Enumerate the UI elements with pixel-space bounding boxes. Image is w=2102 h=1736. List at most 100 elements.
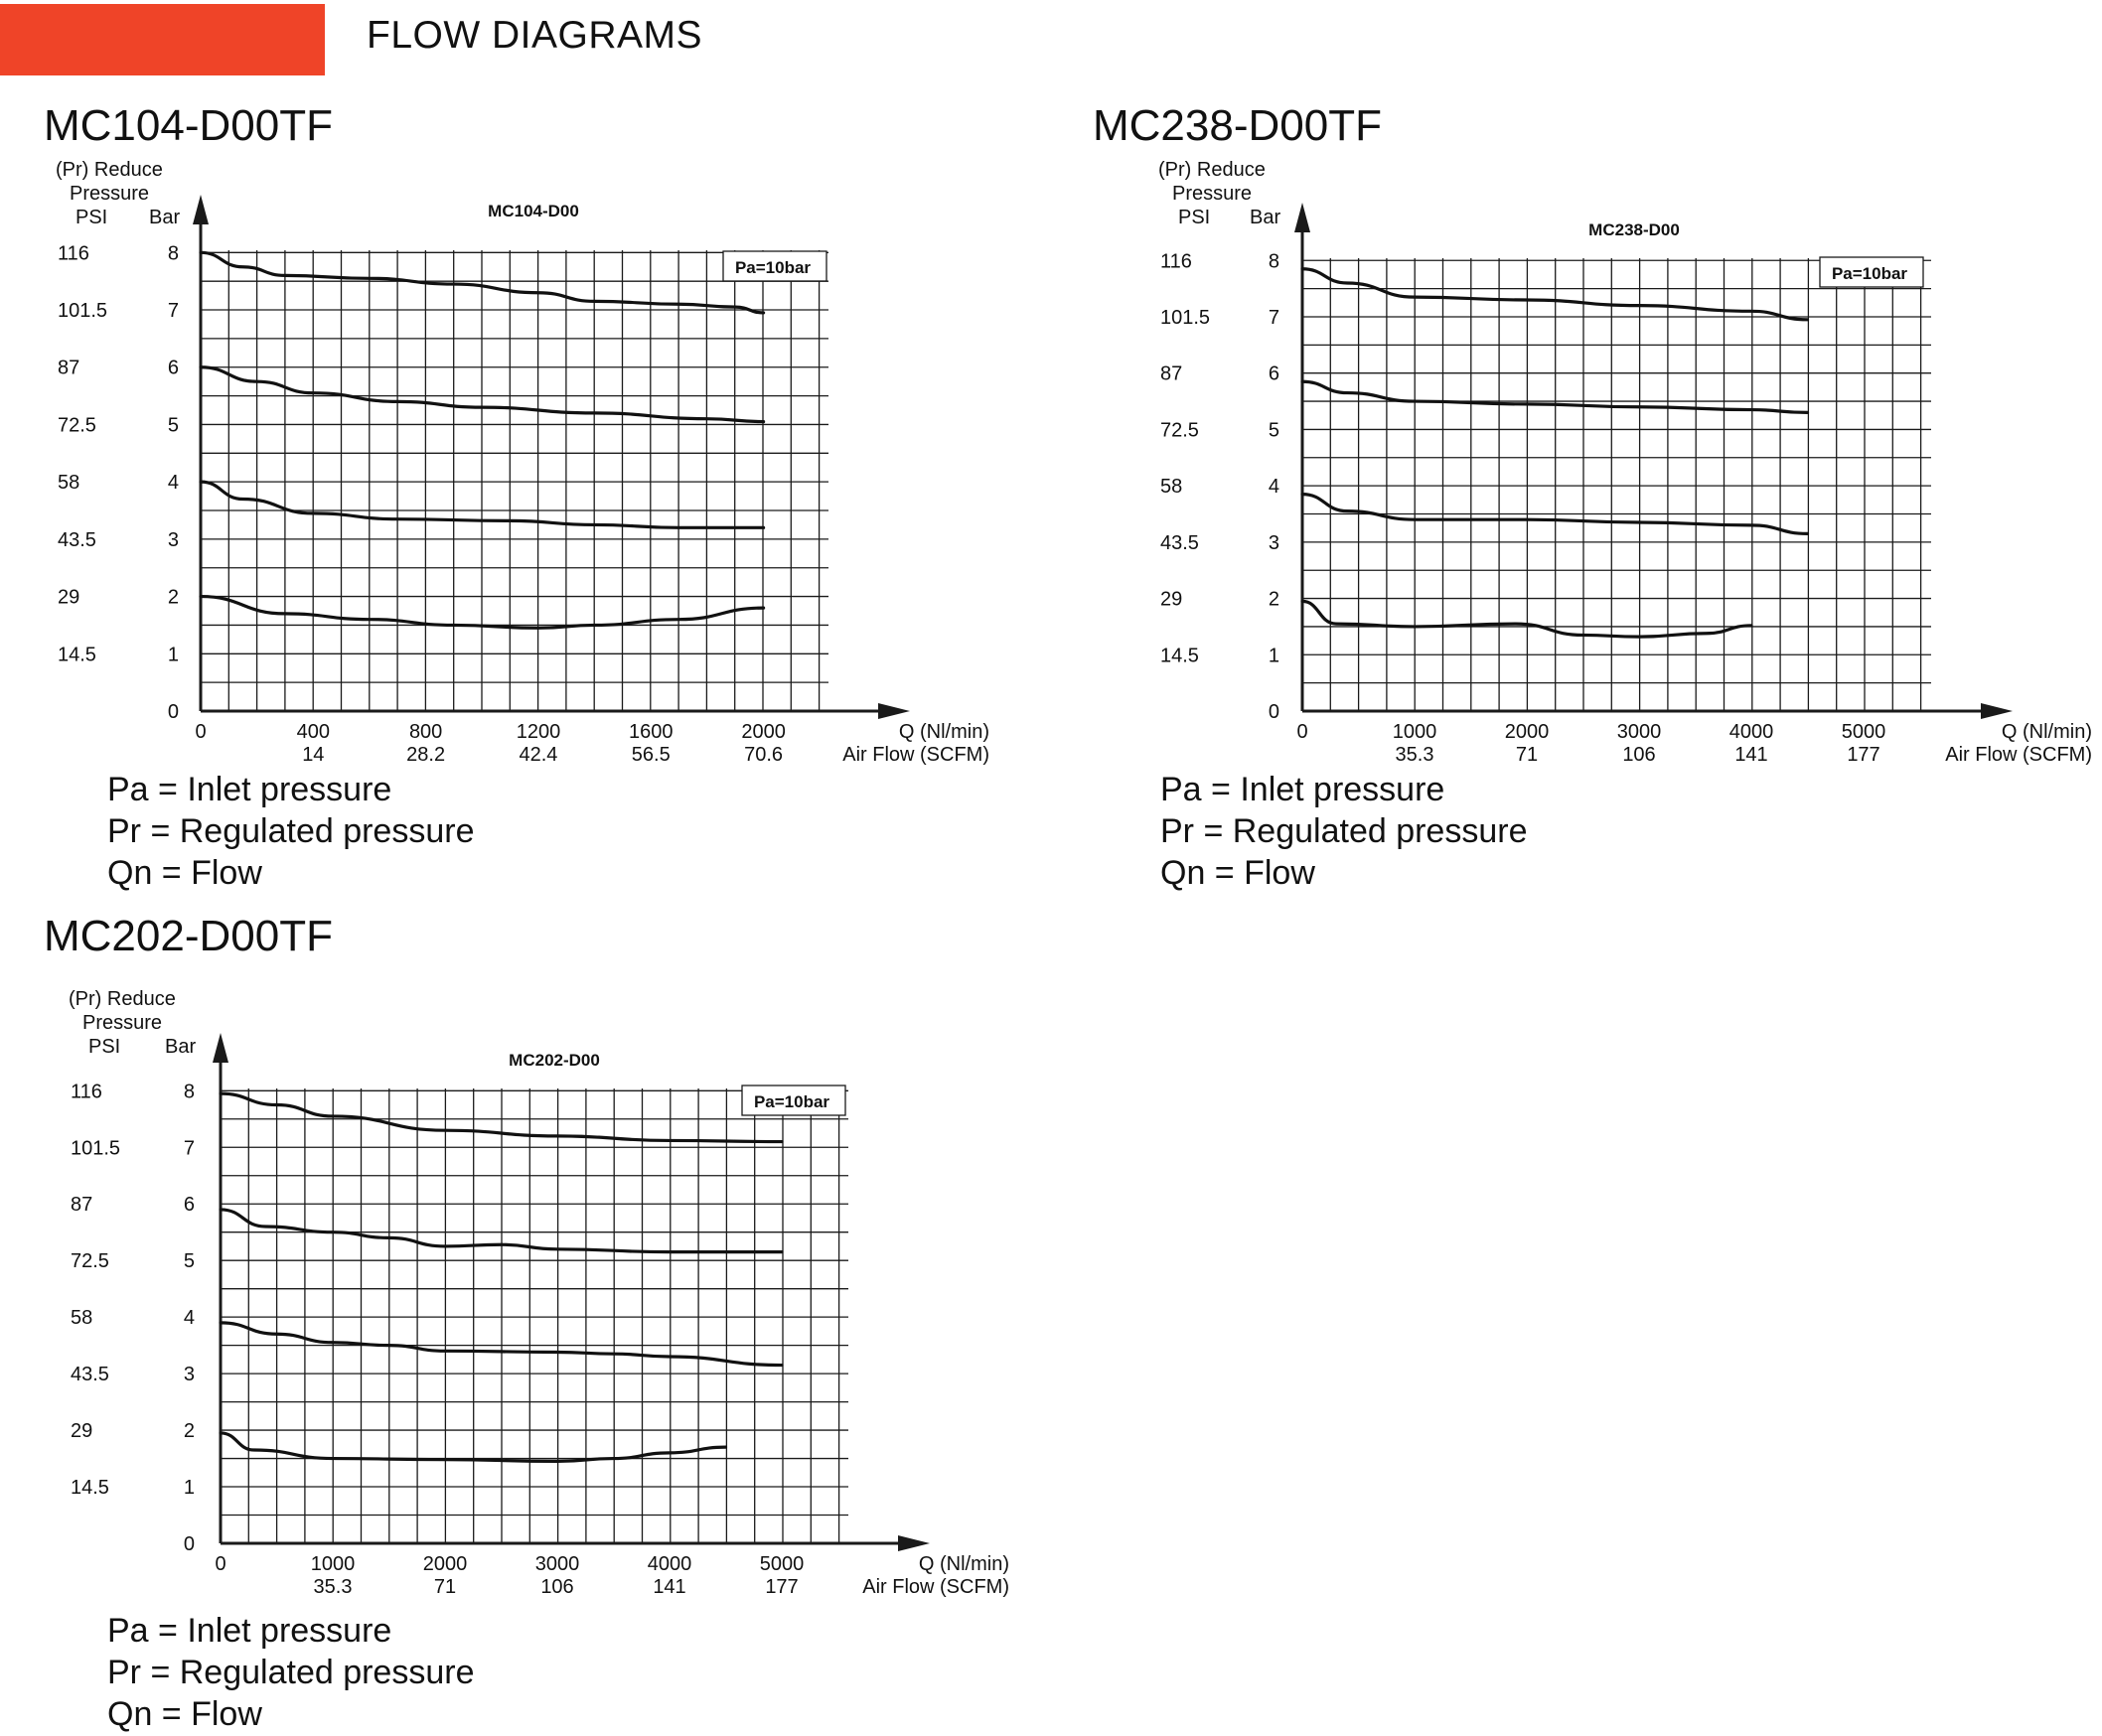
y-tick-bar: 2 bbox=[168, 587, 179, 609]
y-tick-psi: 101.5 bbox=[1160, 307, 1210, 329]
x-tick: 3000 bbox=[1617, 721, 1662, 743]
y-tick-psi: 116 bbox=[58, 242, 89, 264]
chart-inner-title: MC202-D00 bbox=[509, 1051, 600, 1070]
x-tick: 4000 bbox=[648, 1553, 692, 1575]
flow-curve-3 bbox=[219, 1321, 784, 1368]
x-axis-arrow-icon bbox=[898, 1535, 930, 1551]
y-tick-psi: 116 bbox=[1160, 250, 1192, 272]
annotation-label: Pa=10bar bbox=[735, 258, 811, 277]
y-axis-label-line2: Pressure bbox=[82, 1012, 162, 1034]
y-tick-bar: 7 bbox=[1269, 307, 1279, 329]
x-tick-scfm: 106 bbox=[1622, 744, 1655, 766]
y-tick-bar: 6 bbox=[184, 1194, 195, 1216]
x-tick-scfm: 28.2 bbox=[406, 744, 445, 766]
legend-mc238: Pa = Inlet pressure Pr = Regulated press… bbox=[1160, 769, 1527, 894]
x-axis-label: Q (Nl/min) bbox=[2002, 721, 2092, 743]
x-tick: 1200 bbox=[517, 721, 561, 743]
x-tick: 5000 bbox=[1842, 721, 1886, 743]
annotation-box bbox=[1819, 256, 1924, 288]
y-unit-bar: Bar bbox=[1250, 207, 1280, 228]
legend-regulated-pressure: Pr = Regulated pressure bbox=[1160, 812, 1528, 850]
legend-flow: Qn = Flow bbox=[1160, 854, 1315, 892]
y-unit-psi: PSI bbox=[88, 1036, 120, 1058]
x-tick: 1600 bbox=[629, 721, 674, 743]
x-axis-label: Q (Nl/min) bbox=[899, 721, 989, 743]
x-tick: 1000 bbox=[311, 1553, 356, 1575]
y-tick-bar: 5 bbox=[184, 1250, 195, 1272]
x-axis-label-scfm: Air Flow (SCFM) bbox=[842, 744, 989, 766]
y-axis-label-line1: (Pr) Reduce bbox=[69, 988, 176, 1010]
y-tick-psi: 87 bbox=[58, 358, 79, 379]
y-axis-arrow-icon bbox=[1294, 203, 1310, 232]
flow-curve-3 bbox=[199, 480, 766, 529]
y-tick-bar: 0 bbox=[168, 701, 179, 723]
y-tick-bar: 4 bbox=[184, 1307, 195, 1329]
y-axis-arrow-icon bbox=[193, 195, 209, 224]
x-tick-scfm: 35.3 bbox=[314, 1576, 353, 1598]
y-tick-bar: 8 bbox=[1269, 250, 1279, 272]
flow-curve-1 bbox=[199, 250, 766, 315]
flow-curve-4 bbox=[1300, 599, 1753, 639]
legend-flow: Qn = Flow bbox=[107, 1695, 262, 1733]
flow-curve-2 bbox=[199, 365, 766, 424]
chart-title-mc202: MC202-D00TF bbox=[44, 912, 333, 960]
x-tick-scfm: 71 bbox=[434, 1576, 456, 1598]
y-unit-bar: Bar bbox=[149, 207, 180, 228]
legend-flow: Qn = Flow bbox=[107, 854, 262, 892]
legend-regulated-pressure: Pr = Regulated pressure bbox=[107, 812, 475, 850]
y-axis-label-line1: (Pr) Reduce bbox=[56, 159, 163, 181]
y-tick-bar: 5 bbox=[1269, 419, 1279, 441]
y-tick-bar: 6 bbox=[1269, 363, 1279, 385]
x-tick-scfm: 42.4 bbox=[519, 744, 557, 766]
y-tick-bar: 4 bbox=[168, 472, 179, 494]
y-tick-psi: 58 bbox=[58, 472, 79, 494]
x-tick-scfm: 56.5 bbox=[632, 744, 671, 766]
y-tick-psi: 58 bbox=[1160, 476, 1182, 498]
x-tick-scfm: 106 bbox=[540, 1576, 573, 1598]
y-tick-bar: 1 bbox=[184, 1477, 195, 1499]
y-tick-bar: 3 bbox=[1269, 532, 1279, 554]
header-accent-bar bbox=[0, 4, 325, 75]
y-tick-bar: 4 bbox=[1269, 476, 1279, 498]
x-tick-scfm: 177 bbox=[765, 1576, 798, 1598]
y-unit-psi: PSI bbox=[1178, 207, 1210, 228]
y-tick-psi: 72.5 bbox=[58, 414, 96, 436]
x-axis-label: Q (Nl/min) bbox=[919, 1553, 1009, 1575]
y-tick-psi: 14.5 bbox=[1160, 645, 1199, 666]
y-axis-label-line2: Pressure bbox=[70, 183, 149, 205]
x-tick: 0 bbox=[1296, 721, 1307, 743]
x-axis-label-scfm: Air Flow (SCFM) bbox=[1945, 744, 2092, 766]
y-tick-bar: 7 bbox=[184, 1137, 195, 1159]
y-tick-psi: 43.5 bbox=[71, 1364, 109, 1385]
y-unit-psi: PSI bbox=[75, 207, 107, 228]
x-tick-scfm: 141 bbox=[1734, 744, 1767, 766]
x-tick: 3000 bbox=[535, 1553, 580, 1575]
y-tick-bar: 2 bbox=[184, 1420, 195, 1442]
legend-mc202: Pa = Inlet pressure Pr = Regulated press… bbox=[107, 1610, 474, 1735]
x-tick: 2000 bbox=[1505, 721, 1550, 743]
y-tick-bar: 7 bbox=[168, 300, 179, 322]
y-tick-bar: 2 bbox=[1269, 589, 1279, 611]
y-tick-psi: 14.5 bbox=[58, 644, 96, 665]
x-tick: 0 bbox=[195, 721, 206, 743]
flow-curve-2 bbox=[219, 1208, 784, 1254]
annotation-label: Pa=10bar bbox=[754, 1092, 829, 1111]
y-tick-bar: 0 bbox=[184, 1533, 195, 1555]
y-tick-psi: 72.5 bbox=[1160, 419, 1199, 441]
x-tick: 1000 bbox=[1393, 721, 1437, 743]
legend-inlet-pressure: Pa = Inlet pressure bbox=[107, 771, 392, 808]
y-tick-psi: 72.5 bbox=[71, 1250, 109, 1272]
chart-inner-title: MC104-D00 bbox=[488, 202, 579, 220]
y-tick-bar: 6 bbox=[168, 358, 179, 379]
y-tick-bar: 8 bbox=[184, 1081, 195, 1102]
annotation-box bbox=[722, 250, 827, 282]
legend-inlet-pressure: Pa = Inlet pressure bbox=[107, 1612, 392, 1650]
chart-title-mc104: MC104-D00TF bbox=[44, 101, 333, 150]
page-title: FLOW DIAGRAMS bbox=[367, 14, 703, 57]
x-tick-scfm: 35.3 bbox=[1396, 744, 1434, 766]
y-tick-psi: 29 bbox=[71, 1420, 92, 1442]
x-tick-scfm: 70.6 bbox=[744, 744, 783, 766]
y-tick-psi: 116 bbox=[71, 1081, 102, 1102]
